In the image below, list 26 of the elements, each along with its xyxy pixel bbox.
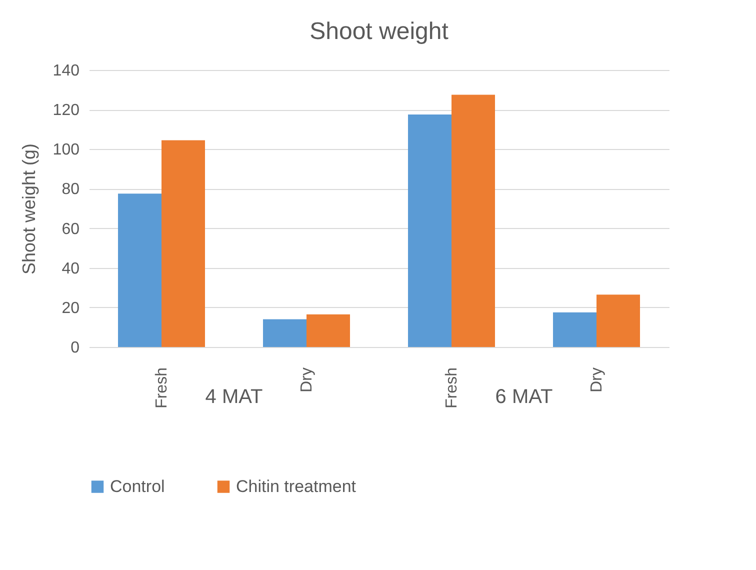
y-tick-label: 0 [70, 340, 80, 356]
bar [452, 94, 495, 347]
bar [306, 314, 350, 347]
chart-title: Shoot weight [310, 18, 449, 45]
bar [162, 140, 205, 347]
bar [596, 294, 640, 347]
y-tick-label: 20 [62, 300, 80, 317]
text: 6 MAT [495, 386, 553, 408]
y-axis-title: Shoot weight (g) [18, 143, 39, 275]
y-tick-label: 140 [52, 62, 80, 80]
x-tick-label: Fresh [444, 368, 460, 408]
y-tick-label: 120 [52, 102, 80, 120]
y-tick-label: 100 [52, 142, 80, 159]
x-tick-label: Dry [298, 368, 316, 392]
y-tick-label: 80 [62, 181, 80, 198]
legend-label: Chitin treatment [236, 476, 356, 496]
text: 4 MAT [205, 386, 263, 408]
y-tick-label: 60 [62, 220, 80, 238]
bar [553, 312, 596, 347]
bar [263, 319, 306, 347]
bar [118, 194, 162, 347]
x-tick-label: Dry [588, 368, 606, 392]
x-tick-label: Fresh [154, 368, 170, 408]
legend-label: Control [110, 476, 165, 496]
bar [408, 114, 452, 347]
y-tick-label: 40 [62, 260, 80, 278]
